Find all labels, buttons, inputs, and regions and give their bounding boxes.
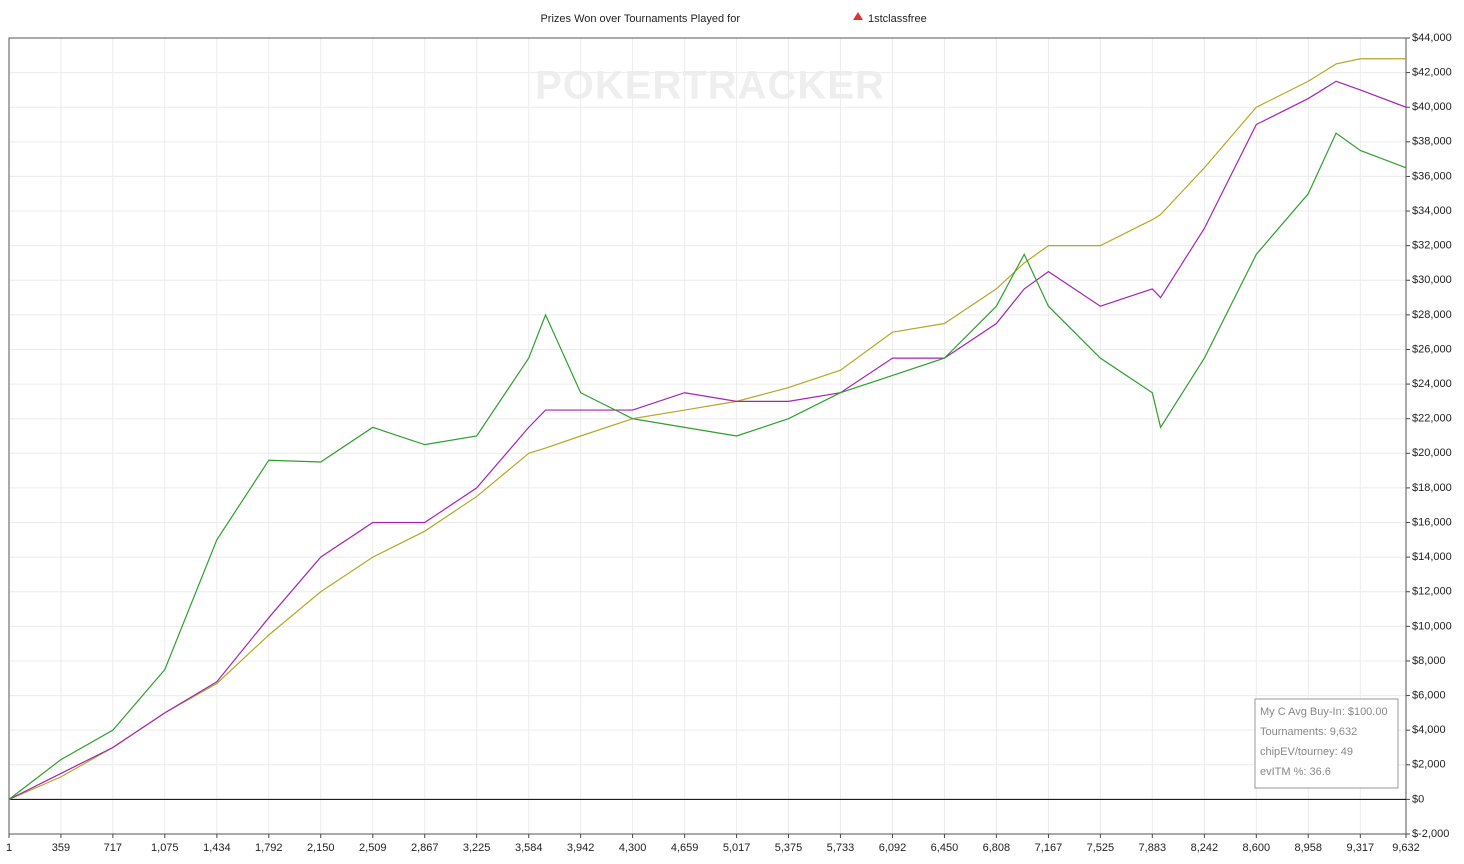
y-tick-label: $8,000 bbox=[1412, 655, 1446, 667]
stats-box-frame bbox=[1254, 698, 1399, 789]
x-tick-label: 8,600 bbox=[1243, 842, 1271, 854]
y-tick-label: $26,000 bbox=[1412, 343, 1452, 355]
x-tick-label: 6,450 bbox=[931, 842, 959, 854]
x-tick-label: 2,509 bbox=[359, 842, 387, 854]
y-tick-label: $4,000 bbox=[1412, 724, 1446, 736]
y-tick-label: $28,000 bbox=[1412, 309, 1452, 321]
player-name: 1stclassfree bbox=[868, 13, 927, 25]
x-tick-label: 1,434 bbox=[203, 842, 231, 854]
x-tick-label: 7,883 bbox=[1139, 842, 1167, 854]
x-tick-label: 9,317 bbox=[1347, 842, 1375, 854]
y-tick-label: $22,000 bbox=[1412, 413, 1452, 425]
y-tick-label: $32,000 bbox=[1412, 240, 1452, 252]
stats-line: chipEV/tourney: 49 bbox=[1260, 746, 1353, 758]
series-line bbox=[8, 132, 1407, 800]
y-tick-label: $6,000 bbox=[1412, 689, 1446, 701]
series-line bbox=[8, 80, 1407, 800]
player-icon bbox=[853, 12, 863, 20]
x-tick-label: 7,167 bbox=[1035, 842, 1063, 854]
x-tick-label: 5,733 bbox=[827, 842, 855, 854]
watermark: POKERTRACKER bbox=[535, 64, 885, 108]
x-tick-label: 5,017 bbox=[723, 842, 751, 854]
x-tick-label: 3,584 bbox=[515, 842, 543, 854]
x-tick-label: 7,525 bbox=[1087, 842, 1115, 854]
x-tick-label: 6,092 bbox=[879, 842, 907, 854]
x-tick-label: 1 bbox=[6, 842, 12, 854]
x-tick-label: 3,942 bbox=[567, 842, 595, 854]
x-tick-label: 8,958 bbox=[1294, 842, 1322, 854]
plot-frame bbox=[8, 37, 1407, 835]
y-tick-label: $42,000 bbox=[1412, 67, 1452, 79]
stats-line: evITM %: 36.6 bbox=[1260, 766, 1331, 778]
x-tick-label: 2,867 bbox=[411, 842, 439, 854]
y-tick-label: $2,000 bbox=[1412, 759, 1446, 771]
y-tick-label: $44,000 bbox=[1412, 32, 1452, 44]
y-tick-label: $34,000 bbox=[1412, 205, 1452, 217]
x-tick-label: 5,375 bbox=[775, 842, 803, 854]
chart-title: Prizes Won over Tournaments Played for bbox=[540, 13, 740, 25]
y-tick-label: $16,000 bbox=[1412, 516, 1452, 528]
y-tick-label: $-2,000 bbox=[1412, 828, 1449, 840]
stats-line: Tournaments: 9,632 bbox=[1260, 726, 1357, 738]
y-tick-label: $12,000 bbox=[1412, 586, 1452, 598]
x-tick-label: 4,659 bbox=[671, 842, 699, 854]
x-tick-label: 6,808 bbox=[983, 842, 1011, 854]
y-tick-label: $20,000 bbox=[1412, 447, 1452, 459]
stats-box: My C Avg Buy-In: $100.00 Tournaments: 9,6… bbox=[1254, 698, 1399, 789]
x-tick-label: 1,075 bbox=[151, 842, 179, 854]
y-tick-label: $38,000 bbox=[1412, 136, 1452, 148]
y-tick-label: $0 bbox=[1412, 793, 1424, 805]
y-tick-label: $24,000 bbox=[1412, 378, 1452, 390]
y-tick-label: $30,000 bbox=[1412, 274, 1452, 286]
y-tick-label: $18,000 bbox=[1412, 482, 1452, 494]
y-tick-label: $10,000 bbox=[1412, 620, 1452, 632]
x-tick-label: 8,242 bbox=[1191, 842, 1219, 854]
x-tick-label: 1,792 bbox=[255, 842, 283, 854]
x-tick-label: 2,150 bbox=[307, 842, 335, 854]
x-tick-label: 359 bbox=[52, 842, 70, 854]
x-tick-label: 717 bbox=[104, 842, 122, 854]
x-tick-label: 4,300 bbox=[619, 842, 647, 854]
y-tick-label: $40,000 bbox=[1412, 101, 1452, 113]
x-tick-label: 9,632 bbox=[1392, 842, 1420, 854]
series-line bbox=[8, 58, 1406, 800]
stats-line: My C Avg Buy-In: $100.00 bbox=[1260, 706, 1388, 718]
x-tick-label: 3,225 bbox=[463, 842, 491, 854]
y-tick-label: $36,000 bbox=[1412, 170, 1452, 182]
y-tick-label: $14,000 bbox=[1412, 551, 1452, 563]
